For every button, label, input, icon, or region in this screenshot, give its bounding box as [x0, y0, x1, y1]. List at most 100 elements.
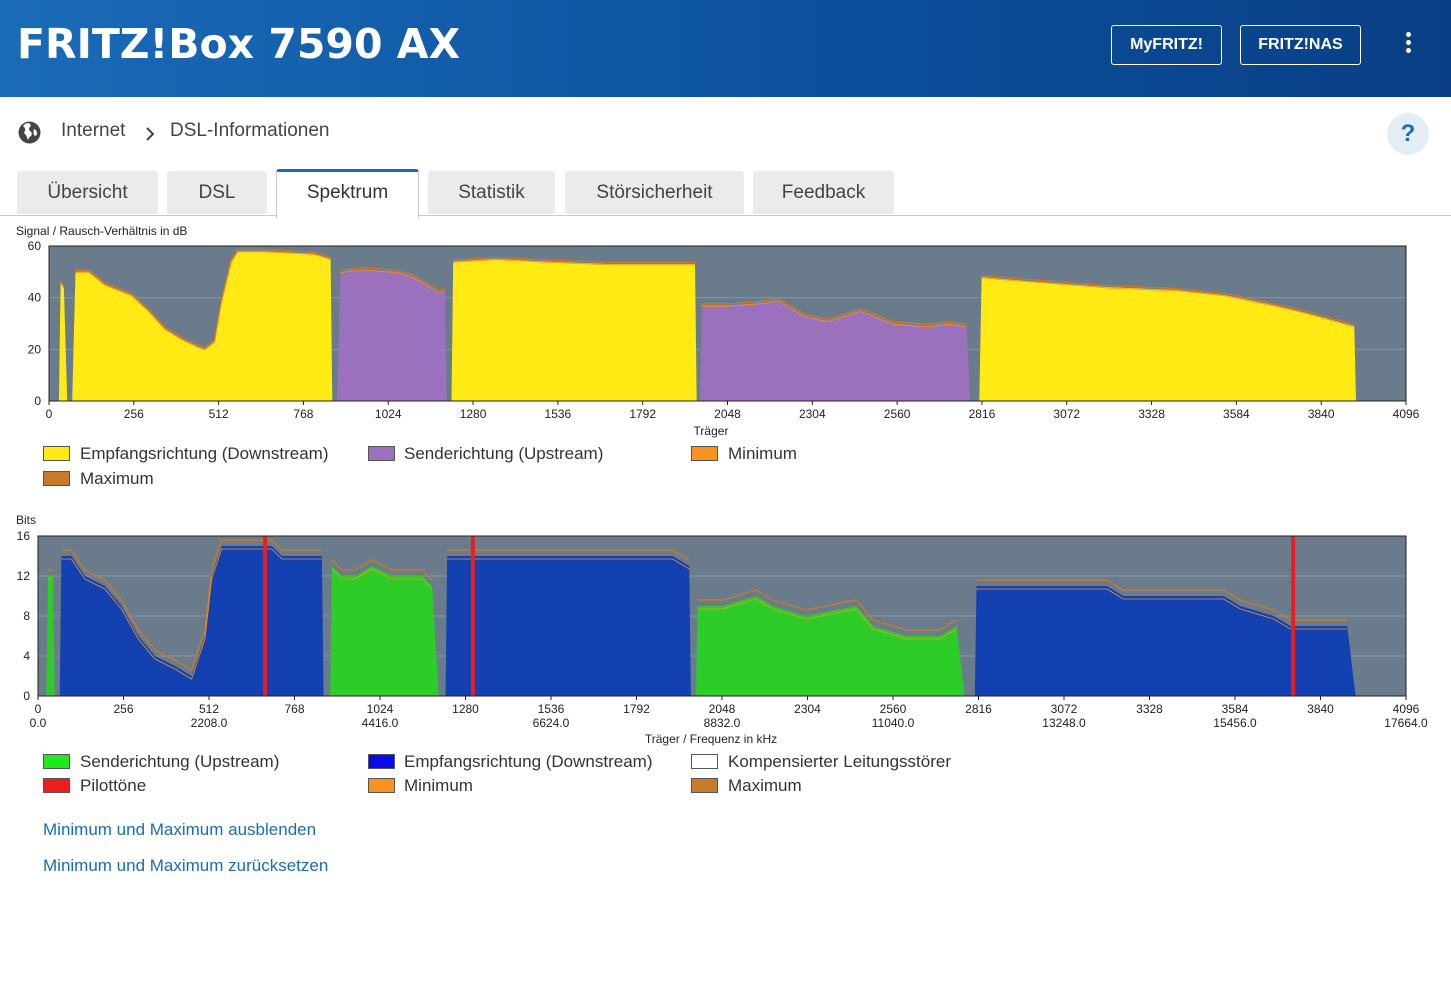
hide-minmax-link[interactable]: Minimum und Maximum ausblenden: [43, 820, 317, 839]
breadcrumb-current: DSL-Informationen: [170, 120, 330, 141]
pilot-tone: [263, 536, 268, 696]
legend-swatch-bits-maximum: [691, 778, 718, 793]
max-line: [75, 248, 331, 349]
legend-bits-maximum: Maximum: [728, 776, 802, 795]
legend-swatch-bits-downstream: [368, 754, 395, 769]
legend-maximum: Maximum: [80, 469, 154, 488]
freq-tick-label: 4416.0: [362, 716, 399, 730]
series-area: [700, 300, 970, 401]
max-line: [981, 274, 1355, 326]
min-line: [447, 558, 690, 570]
chevron-right-icon: [146, 127, 155, 141]
max-line: [331, 559, 433, 581]
x-tick-label: 2560: [880, 702, 907, 716]
snr-ylabel: Signal / Rausch-Verhältnis in dB: [16, 224, 187, 238]
freq-tick-label: 2208.0: [191, 716, 228, 730]
series-area: [695, 596, 965, 696]
x-tick-label: 0: [35, 702, 42, 716]
x-tick-label: 768: [293, 407, 313, 421]
pilot-tone: [1291, 536, 1296, 696]
min-line: [340, 269, 446, 294]
x-tick-label: 3328: [1136, 702, 1163, 716]
series-area: [979, 277, 1356, 401]
freq-tick-label: 17664.0: [1384, 716, 1428, 730]
legend-downstream: Empfangsrichtung (Downstream): [80, 444, 329, 463]
tab-spektrum[interactable]: Spektrum: [276, 169, 419, 219]
legend-pilot: Pilottöne: [80, 776, 147, 795]
tab-stoersicherheit[interactable]: Störsicherheit: [565, 171, 744, 214]
x-tick-label: 1536: [538, 702, 565, 716]
tab-uebersicht[interactable]: Übersicht: [17, 171, 158, 214]
x-tick-label: 3072: [1051, 702, 1078, 716]
legend-swatch-minimum: [691, 446, 718, 461]
legend-bits-upstream: Senderichtung (Upstream): [80, 752, 280, 771]
series-area: [974, 586, 1356, 696]
min-line: [75, 251, 331, 351]
snr-legend: Empfangsrichtung (Downstream) Sendericht…: [43, 444, 943, 494]
freq-tick-label: 13248.0: [1042, 716, 1086, 730]
legend-upstream: Senderichtung (Upstream): [404, 444, 604, 463]
plot-frame: [37, 535, 1407, 697]
x-tick-label: 2816: [969, 407, 996, 421]
x-tick-label: 512: [199, 702, 219, 716]
legend-compensated: Kompensierter Leitungsstörer: [728, 752, 952, 771]
x-tick-label: 256: [124, 407, 144, 421]
x-tick-label: 2304: [799, 407, 826, 421]
legend-swatch-compensated: [691, 754, 718, 769]
help-button[interactable]: ?: [1387, 113, 1429, 155]
brand-title: FRITZ!Box 7590 AX: [17, 20, 461, 68]
series-area: [72, 251, 333, 401]
bits-legend: Senderichtung (Upstream) Empfangsrichtun…: [43, 752, 1043, 802]
tab-statistik[interactable]: Statistik: [428, 171, 555, 214]
myfritz-button[interactable]: MyFRITZ!: [1111, 25, 1222, 65]
y-tick-label: 4: [23, 649, 30, 663]
pilot-tone: [470, 536, 475, 696]
x-tick-label: 1280: [452, 702, 479, 716]
y-tick-label: 60: [28, 239, 42, 253]
legend-swatch-upstream: [368, 446, 395, 461]
x-tick-label: 2048: [714, 407, 741, 421]
x-tick-label: 1536: [545, 407, 572, 421]
more-menu-icon[interactable]: [1398, 32, 1418, 58]
max-line: [340, 266, 446, 292]
legend-swatch-bits-upstream: [43, 754, 70, 769]
bits-chart: Bits 0 4 8 12 16 0 256 512 768 1024 1280 1536 1792 20…: [16, 513, 1428, 746]
y-tick-label: 16: [17, 529, 31, 543]
min-line: [697, 598, 957, 640]
min-line: [61, 548, 322, 680]
series-area: [330, 566, 439, 696]
x-tick-label: 1024: [367, 702, 394, 716]
legend-minimum: Minimum: [728, 444, 797, 463]
freq-tick-label: 8832.0: [704, 716, 741, 730]
x-tick-label: 512: [209, 407, 229, 421]
fritznas-button[interactable]: FRITZ!NAS: [1240, 25, 1361, 65]
legend-swatch-maximum: [43, 471, 70, 486]
max-line: [61, 539, 322, 672]
tab-dsl[interactable]: DSL: [167, 171, 267, 214]
x-tick-label: 2304: [794, 702, 821, 716]
x-tick-label: 1792: [623, 702, 650, 716]
x-tick-label: 3840: [1307, 702, 1334, 716]
top-header: FRITZ!Box 7590 AX MyFRITZ! FRITZ!NAS: [0, 0, 1451, 97]
series-area: [58, 282, 68, 401]
tab-bar: Übersicht DSL Spektrum Statistik Störsic…: [0, 168, 1451, 219]
freq-tick-label: 15456.0: [1213, 716, 1257, 730]
y-tick-label: 0: [34, 394, 41, 408]
min-line: [453, 259, 695, 266]
max-line: [697, 589, 957, 631]
legend-swatch-bits-minimum: [368, 778, 395, 793]
x-tick-label: 768: [284, 702, 304, 716]
x-tick-label: 2048: [709, 702, 736, 716]
breadcrumb-internet[interactable]: Internet: [61, 120, 126, 141]
x-tick-label: 3328: [1138, 407, 1165, 421]
y-tick-label: 40: [28, 291, 42, 305]
freq-tick-label: 11040.0: [872, 716, 915, 730]
min-line: [60, 282, 65, 289]
reset-minmax-link[interactable]: Minimum und Maximum zurücksetzen: [43, 856, 329, 875]
min-line: [701, 300, 967, 328]
tab-feedback[interactable]: Feedback: [753, 171, 894, 214]
max-line: [701, 297, 967, 326]
min-line: [981, 277, 1355, 328]
x-tick-label: 4096: [1393, 407, 1420, 421]
max-line: [60, 280, 65, 287]
